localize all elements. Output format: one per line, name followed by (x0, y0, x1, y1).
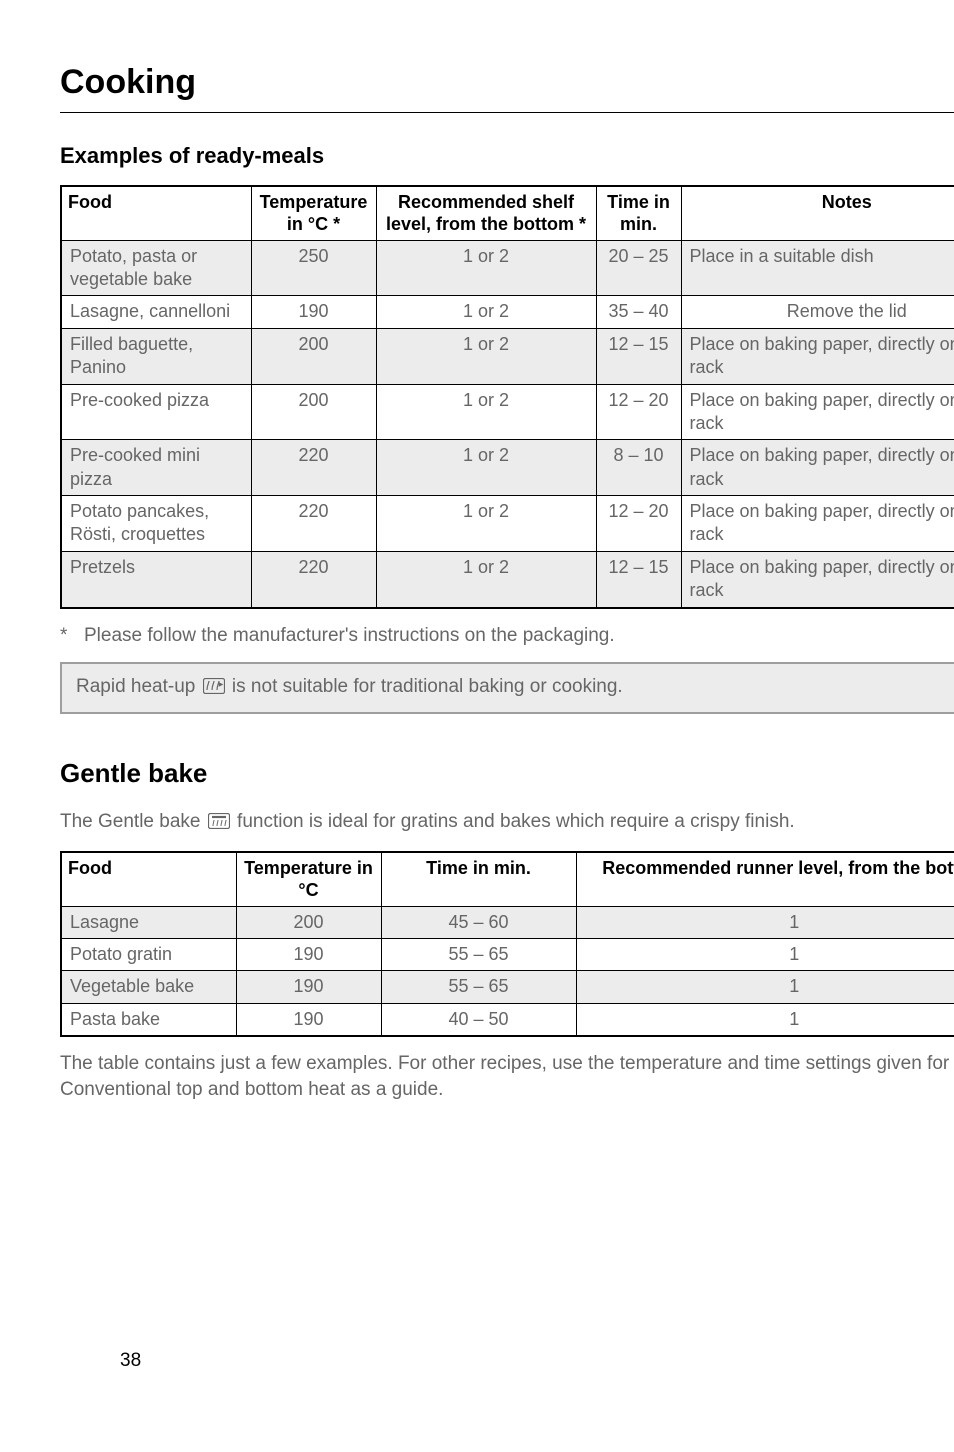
info-text-pre: Rapid heat-up (76, 676, 201, 697)
cell-level: 1 (576, 906, 954, 938)
cell-food: Potato pancakes, Rösti, croquettes (61, 496, 251, 552)
rapid-heatup-icon: ▶ (203, 676, 225, 702)
svg-text:▶: ▶ (218, 682, 223, 688)
cell-food: Lasagne (61, 906, 236, 938)
footnote: * Please follow the manufacturer's instr… (60, 623, 954, 649)
cell-temp: 190 (236, 971, 381, 1003)
info-text-post: is not suitable for traditional baking o… (227, 676, 623, 697)
intro-pre: The Gentle bake (60, 811, 206, 832)
table-header-row: Food Temperature in °C * Recommended she… (61, 186, 954, 241)
cell-temp: 250 (251, 240, 376, 296)
gentle-bake-heading: Gentle bake (60, 756, 954, 791)
cell-time: 40 – 50 (381, 1003, 576, 1036)
footnote-asterisk: * (60, 623, 84, 649)
col-time: Time in min. (381, 852, 576, 907)
footnote-text: Please follow the manufacturer's instruc… (84, 623, 615, 649)
ready-meals-table: Food Temperature in °C * Recommended she… (60, 185, 954, 609)
cell-shelf: 1 or 2 (376, 296, 596, 328)
cell-level: 1 (576, 939, 954, 971)
cell-notes: Place on baking paper, directly on the r… (681, 496, 954, 552)
table-row: Potato, pasta or vegetable bake2501 or 2… (61, 240, 954, 296)
cell-shelf: 1 or 2 (376, 551, 596, 607)
table-row: Pre-cooked pizza2001 or 212 – 20Place on… (61, 384, 954, 440)
col-temp: Temperature in °C (236, 852, 381, 907)
cell-temp: 190 (236, 939, 381, 971)
cell-food: Pasta bake (61, 1003, 236, 1036)
cell-food: Pretzels (61, 551, 251, 607)
cell-level: 1 (576, 1003, 954, 1036)
cell-notes: Remove the lid (681, 296, 954, 328)
cell-temp: 190 (236, 1003, 381, 1036)
gentle-bake-intro: The Gentle bake function is ideal for gr… (60, 809, 954, 837)
col-time: Time in min. (596, 186, 681, 241)
cell-time: 55 – 65 (381, 939, 576, 971)
col-level: Recommended runner level, from the botto… (576, 852, 954, 907)
cell-food: Potato, pasta or vegetable bake (61, 240, 251, 296)
cell-temp: 190 (251, 296, 376, 328)
cell-notes: Place on baking paper, directly on the r… (681, 440, 954, 496)
cell-time: 45 – 60 (381, 906, 576, 938)
intro-post: function is ideal for gratins and bakes … (232, 811, 795, 832)
table-row: Potato gratin19055 – 651 (61, 939, 954, 971)
col-food: Food (61, 852, 236, 907)
table-row: Vegetable bake19055 – 651 (61, 971, 954, 1003)
cell-notes: Place on baking paper, directly on the r… (681, 384, 954, 440)
cell-time: 12 – 15 (596, 551, 681, 607)
col-shelf: Recommended shelf level, from the bottom… (376, 186, 596, 241)
cell-food: Filled baguette, Panino (61, 328, 251, 384)
table-row: Lasagne20045 – 601 (61, 906, 954, 938)
ready-meals-tbody: Potato, pasta or vegetable bake2501 or 2… (61, 240, 954, 608)
gentle-bake-table: Food Temperature in °C Time in min. Reco… (60, 851, 954, 1038)
info-box: Rapid heat-up ▶ is not suitable for trad… (60, 662, 954, 714)
cell-level: 1 (576, 971, 954, 1003)
cell-food: Pre-cooked pizza (61, 384, 251, 440)
cell-time: 35 – 40 (596, 296, 681, 328)
cell-shelf: 1 or 2 (376, 496, 596, 552)
table-header-row: Food Temperature in °C Time in min. Reco… (61, 852, 954, 907)
cell-time: 8 – 10 (596, 440, 681, 496)
cell-notes: Place on baking paper, directly on the r… (681, 551, 954, 607)
cell-shelf: 1 or 2 (376, 240, 596, 296)
table-row: Filled baguette, Panino2001 or 212 – 15P… (61, 328, 954, 384)
gentle-bake-tbody: Lasagne20045 – 601Potato gratin19055 – 6… (61, 906, 954, 1036)
col-temp: Temperature in °C * (251, 186, 376, 241)
table-row: Pasta bake19040 – 501 (61, 1003, 954, 1036)
cell-food: Potato gratin (61, 939, 236, 971)
gentle-bake-outro: The table contains just a few examples. … (60, 1051, 954, 1102)
table-row: Potato pancakes, Rösti, croquettes2201 o… (61, 496, 954, 552)
cell-shelf: 1 or 2 (376, 440, 596, 496)
gentle-bake-icon (208, 811, 230, 837)
page-number: 38 (120, 1348, 141, 1374)
cell-time: 12 – 20 (596, 384, 681, 440)
cell-temp: 200 (236, 906, 381, 938)
cell-time: 55 – 65 (381, 971, 576, 1003)
cell-temp: 200 (251, 384, 376, 440)
cell-temp: 200 (251, 328, 376, 384)
cell-time: 12 – 20 (596, 496, 681, 552)
table-row: Pretzels2201 or 212 – 15Place on baking … (61, 551, 954, 607)
cell-notes: Place in a suitable dish (681, 240, 954, 296)
cell-shelf: 1 or 2 (376, 328, 596, 384)
col-food: Food (61, 186, 251, 241)
page-title: Cooking (60, 60, 954, 113)
table-row: Pre-cooked mini pizza2201 or 28 – 10Plac… (61, 440, 954, 496)
cell-food: Vegetable bake (61, 971, 236, 1003)
table-row: Lasagne, cannelloni1901 or 235 – 40Remov… (61, 296, 954, 328)
cell-temp: 220 (251, 551, 376, 607)
cell-time: 12 – 15 (596, 328, 681, 384)
cell-notes: Place on baking paper, directly on the r… (681, 328, 954, 384)
col-notes: Notes (681, 186, 954, 241)
ready-meals-heading: Examples of ready-meals (60, 141, 954, 171)
cell-food: Pre-cooked mini pizza (61, 440, 251, 496)
cell-shelf: 1 or 2 (376, 384, 596, 440)
cell-food: Lasagne, cannelloni (61, 296, 251, 328)
cell-time: 20 – 25 (596, 240, 681, 296)
cell-temp: 220 (251, 440, 376, 496)
cell-temp: 220 (251, 496, 376, 552)
